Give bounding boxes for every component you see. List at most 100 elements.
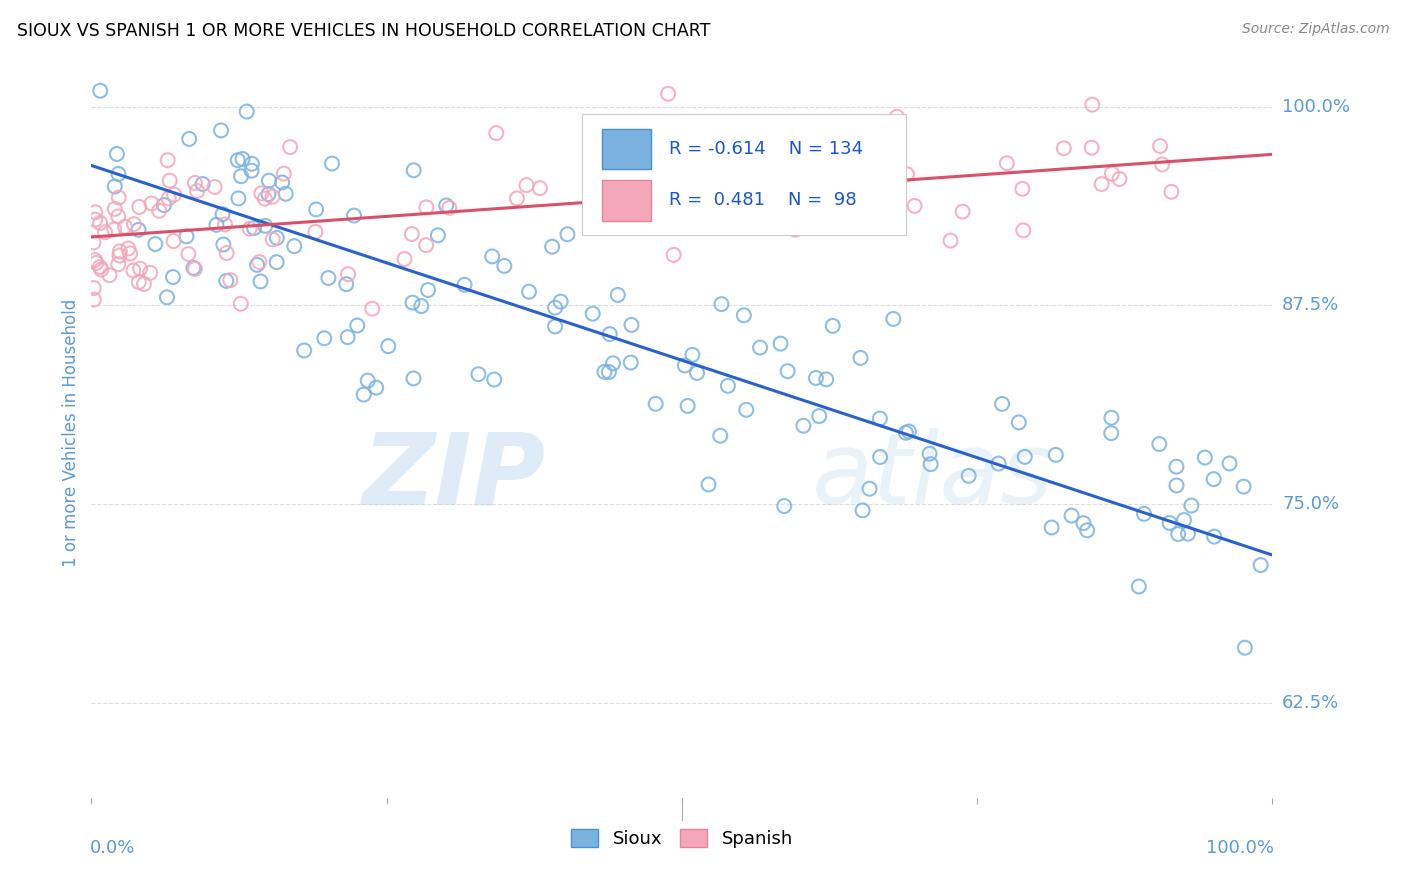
Point xyxy=(273,167,295,181)
Point xyxy=(247,255,270,269)
Point xyxy=(515,178,537,193)
Point xyxy=(336,330,359,344)
Point xyxy=(353,387,375,401)
Point xyxy=(1073,516,1095,530)
Point xyxy=(882,172,904,186)
Point xyxy=(103,222,125,236)
Point xyxy=(416,283,439,297)
Point xyxy=(215,274,238,288)
Point xyxy=(1160,185,1182,199)
Point xyxy=(882,312,904,326)
Text: SIOUX VS SPANISH 1 OR MORE VEHICLES IN HOUSEHOLD CORRELATION CHART: SIOUX VS SPANISH 1 OR MORE VEHICLES IN H… xyxy=(17,22,710,40)
Point xyxy=(229,297,252,311)
Point xyxy=(366,381,388,395)
Point xyxy=(785,223,807,237)
Point xyxy=(808,409,831,423)
Point xyxy=(1233,480,1256,494)
Point xyxy=(886,163,908,178)
Point xyxy=(1218,457,1240,471)
Point xyxy=(122,263,145,277)
Point xyxy=(550,294,572,309)
Point xyxy=(156,290,179,304)
Point xyxy=(108,244,131,259)
Point xyxy=(1101,167,1123,181)
Y-axis label: 1 or more Vehicles in Household: 1 or more Vehicles in Household xyxy=(62,299,80,566)
Point xyxy=(541,240,564,254)
Point xyxy=(1128,580,1150,594)
Point xyxy=(132,277,155,291)
Point xyxy=(695,149,717,163)
Point xyxy=(606,288,628,302)
Point xyxy=(439,201,461,215)
Point xyxy=(1091,177,1114,191)
Point xyxy=(107,210,129,224)
Point xyxy=(620,318,643,332)
Point xyxy=(837,156,859,170)
Point xyxy=(184,176,207,190)
Point xyxy=(662,248,685,262)
Point xyxy=(1149,139,1171,153)
Point xyxy=(257,174,280,188)
Point xyxy=(673,359,696,373)
Point xyxy=(240,157,263,171)
Point xyxy=(1250,558,1272,572)
Point xyxy=(205,218,228,232)
Point xyxy=(415,238,437,252)
Point xyxy=(274,186,297,201)
Point xyxy=(90,262,112,277)
Point xyxy=(82,235,104,250)
Point xyxy=(894,425,917,440)
Point xyxy=(593,365,616,379)
FancyBboxPatch shape xyxy=(602,129,651,169)
Point xyxy=(114,219,136,234)
Point xyxy=(920,457,942,471)
Point xyxy=(184,262,207,277)
Point xyxy=(107,257,129,271)
Point xyxy=(778,154,800,169)
Point xyxy=(143,237,166,252)
Point xyxy=(897,425,920,439)
Point xyxy=(1202,472,1225,486)
Point xyxy=(1081,97,1104,112)
Point xyxy=(357,374,380,388)
Point xyxy=(335,277,357,292)
Text: Source: ZipAtlas.com: Source: ZipAtlas.com xyxy=(1241,22,1389,37)
Point xyxy=(957,468,980,483)
Point xyxy=(94,225,117,239)
Point xyxy=(337,267,360,281)
Point xyxy=(266,255,288,269)
Point xyxy=(231,152,253,166)
Point xyxy=(128,200,150,214)
Point xyxy=(620,355,643,369)
Text: R =  0.481    N =  98: R = 0.481 N = 98 xyxy=(669,192,856,210)
Point xyxy=(849,351,872,365)
Point xyxy=(1194,450,1216,465)
Point xyxy=(1149,437,1171,451)
Point xyxy=(314,331,336,345)
Point xyxy=(1014,450,1036,464)
Point xyxy=(1152,157,1174,171)
Point xyxy=(644,397,666,411)
Point xyxy=(250,186,273,201)
Point xyxy=(239,221,262,235)
Point xyxy=(995,156,1018,170)
Point xyxy=(681,348,703,362)
Point xyxy=(664,165,686,179)
Point xyxy=(1053,141,1076,155)
Point xyxy=(191,177,214,191)
Point xyxy=(1166,478,1188,492)
Point xyxy=(104,202,127,216)
Point xyxy=(1173,513,1195,527)
Point xyxy=(415,201,437,215)
Point xyxy=(1180,499,1202,513)
Point xyxy=(952,204,974,219)
Point xyxy=(122,217,145,231)
Point xyxy=(710,297,733,311)
Point xyxy=(157,191,180,205)
Point xyxy=(676,399,699,413)
Point xyxy=(939,234,962,248)
Point xyxy=(89,84,111,98)
Point xyxy=(107,190,129,204)
Point xyxy=(598,365,620,379)
Point xyxy=(83,281,105,295)
